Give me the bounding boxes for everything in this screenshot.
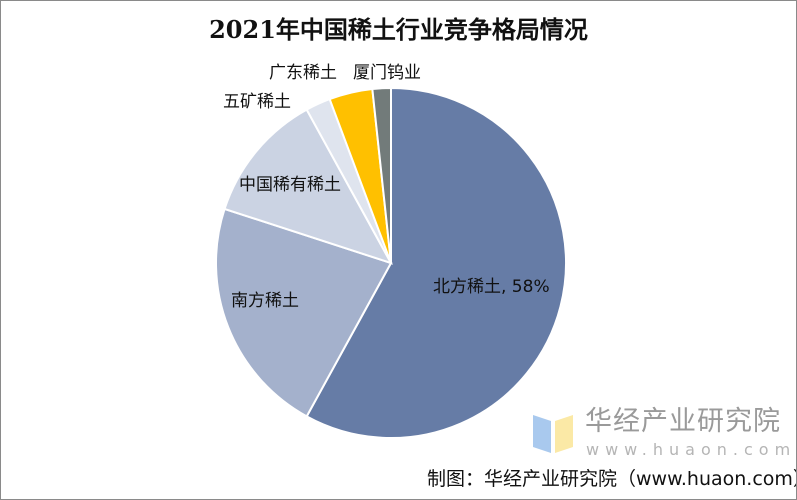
watermark-name: 华经产业研究院	[585, 406, 781, 437]
label-beifang: 北方稀土, 58%	[433, 277, 550, 297]
pie-slice-5	[371, 86, 392, 264]
watermark-url: www.huaon.com	[586, 440, 797, 459]
pie-slice-2	[223, 108, 394, 265]
chart-title: 2021年中国稀土行业竞争格局情况	[209, 15, 588, 44]
label-nanfang: 南方稀土	[231, 291, 299, 311]
label-wukuang: 五矿稀土	[223, 92, 291, 112]
pie-slice-0	[305, 86, 567, 439]
source-note: 制图：华经产业研究院（www.huaon.com）	[427, 468, 797, 490]
watermark-logo	[533, 411, 573, 453]
pie-slice-1	[215, 207, 393, 418]
label-guangdong: 广东稀土	[269, 63, 337, 83]
label-zhongguo-xiyou: 中国稀有稀土	[239, 175, 341, 195]
label-xiamen: 厦门钨业	[353, 63, 421, 83]
